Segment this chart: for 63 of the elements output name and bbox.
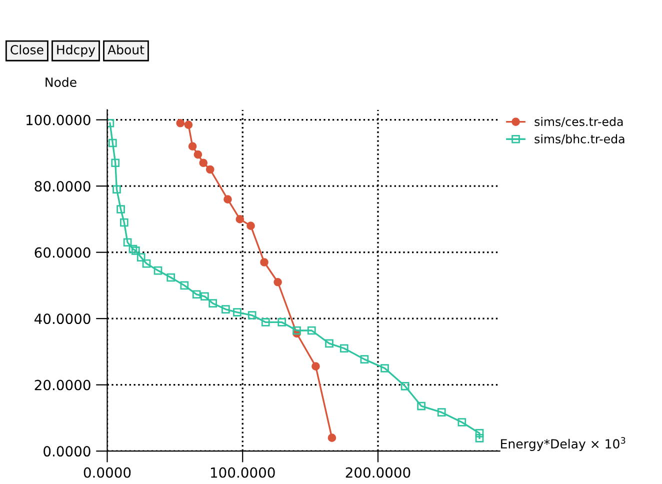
point: [325, 339, 334, 348]
point: [380, 364, 389, 372]
y-tick-label: 0.0000: [44, 446, 90, 457]
point: [188, 142, 197, 150]
x-tick-label: 0.0000: [84, 467, 131, 478]
point: [260, 258, 268, 266]
point: [475, 429, 484, 438]
point: [199, 158, 208, 168]
point: [292, 326, 301, 335]
point: [176, 118, 185, 128]
point: [340, 344, 348, 353]
point: [194, 150, 202, 159]
point: [261, 318, 270, 326]
point: [180, 281, 189, 290]
point: [128, 244, 138, 254]
point: [417, 402, 426, 410]
point: [116, 205, 125, 214]
point: [123, 238, 132, 247]
point: [307, 326, 316, 335]
point: [246, 222, 255, 230]
point: [208, 299, 217, 308]
point: [132, 246, 140, 255]
point: [200, 292, 209, 301]
point: [222, 305, 230, 314]
point: [192, 290, 201, 299]
point: [136, 253, 146, 262]
text: Close: [10, 44, 44, 54]
point: [400, 382, 410, 390]
legend-label: sims/ces.tr-eda: [534, 116, 623, 128]
point: [112, 185, 121, 194]
x-tick-label: 100.0000: [211, 467, 275, 478]
point: [142, 259, 151, 268]
point: [248, 311, 256, 320]
y-tick-label: 60.0000: [34, 247, 90, 258]
point: [206, 165, 214, 174]
point: [328, 434, 336, 442]
point: [154, 266, 162, 275]
point: [120, 218, 128, 227]
point: [278, 318, 286, 326]
point: [108, 138, 117, 148]
point: [233, 308, 242, 316]
x-axis-title: Energy*Delay × 10$^{3}$: [501, 437, 626, 451]
point: [236, 215, 244, 224]
point: [166, 273, 176, 282]
point: [360, 355, 369, 364]
y-tick-label: 40.0000: [34, 314, 90, 324]
legend-label: sims/bhc.tr-eda: [534, 134, 624, 144]
x-tick-label: 200.0000: [346, 467, 410, 478]
y-tick-label: 80.0000: [34, 181, 90, 192]
point: [224, 195, 232, 204]
point: [184, 120, 193, 129]
point: [107, 118, 114, 128]
y-axis-title: Node: [46, 77, 76, 87]
y-tick-label: 100.0000: [26, 114, 90, 126]
point: [312, 362, 320, 370]
point: [437, 408, 446, 416]
point: [475, 434, 484, 442]
text: Hdcpy: [57, 44, 96, 57]
point: [274, 278, 282, 286]
y-tick-label: 20.0000: [34, 380, 90, 390]
point: [111, 158, 120, 168]
text: About: [108, 44, 144, 54]
point: [458, 418, 466, 426]
